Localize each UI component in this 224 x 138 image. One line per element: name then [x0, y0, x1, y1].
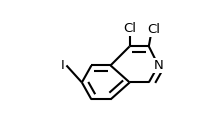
Text: Cl: Cl: [123, 22, 136, 35]
Text: N: N: [153, 59, 163, 72]
Text: Cl: Cl: [148, 23, 161, 36]
Text: I: I: [60, 59, 64, 72]
